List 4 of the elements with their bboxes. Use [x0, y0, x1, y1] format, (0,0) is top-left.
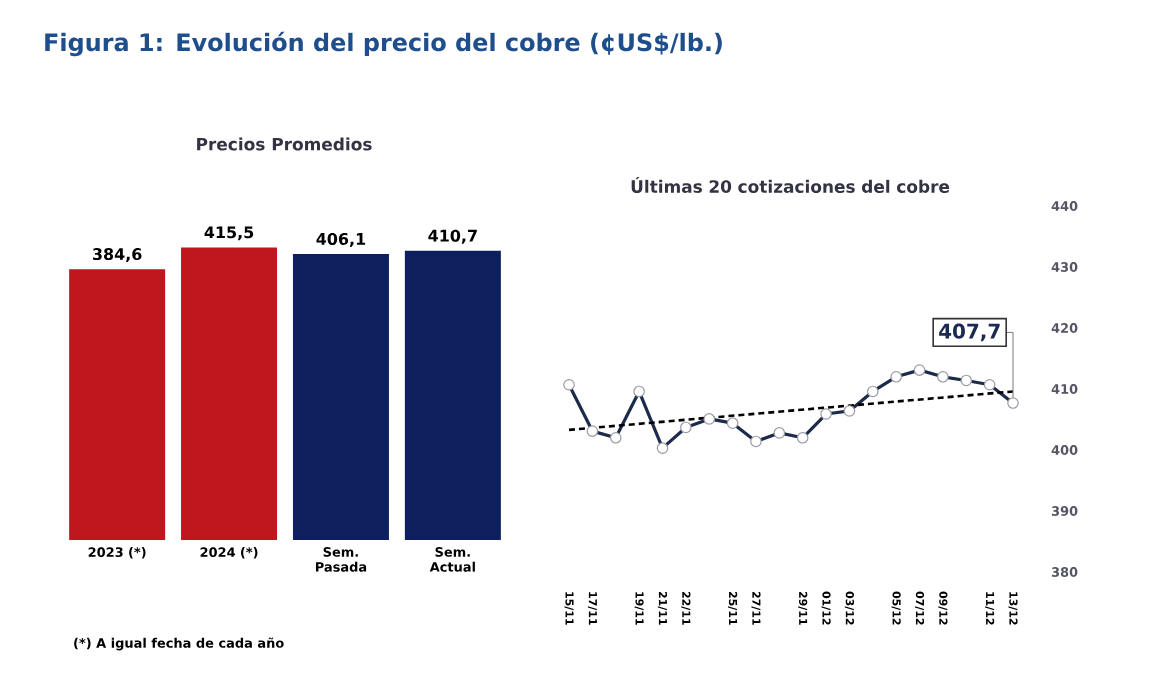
chart-subtitle: Precios Promedios	[197, 137, 372, 151]
chart-title: Figura 1: Evolución del precio del cobre (¢US$/lb.)	[45, 31, 722, 57]
annotation: 407,7	[939, 323, 1000, 342]
chart-title: Últimas 20 cotizaciones del cobre	[631, 177, 950, 193]
